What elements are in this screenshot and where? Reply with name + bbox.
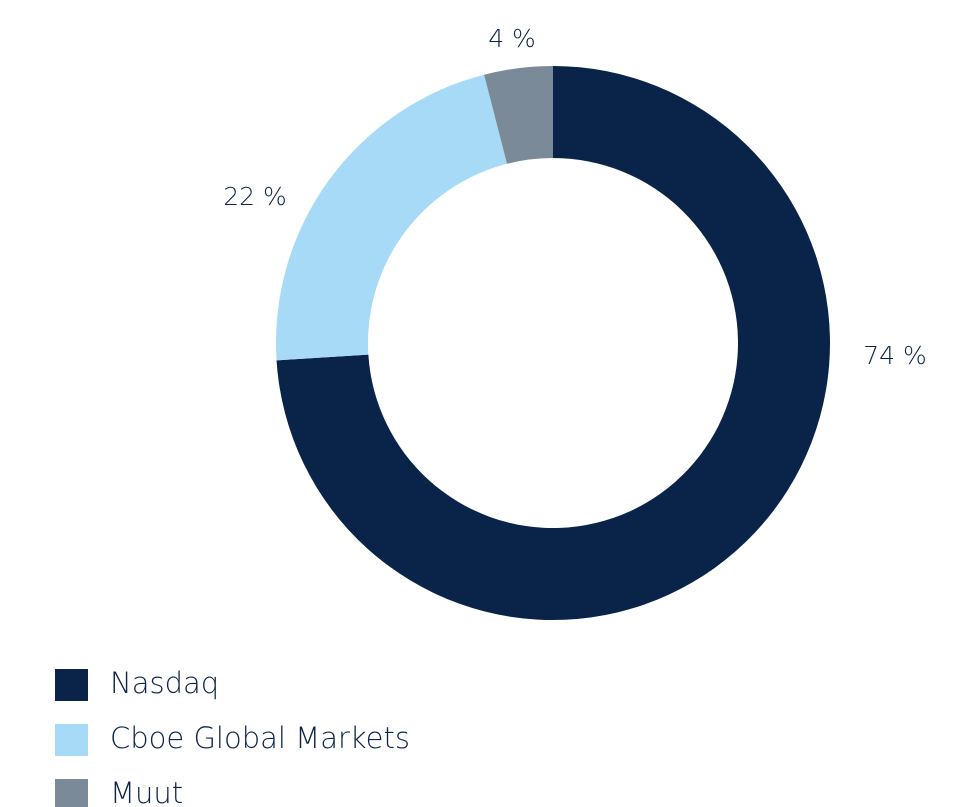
donut-slice: [276, 74, 507, 361]
data-label: 4 %: [488, 24, 536, 53]
donut-slice: [276, 66, 830, 620]
legend-label: Muut: [110, 776, 183, 807]
data-label: 22 %: [223, 182, 287, 211]
legend-label: Cboe Global Markets: [110, 721, 410, 755]
legend-swatch: [55, 724, 88, 756]
legend-swatch: [55, 669, 88, 701]
legend-label: Nasdaq: [110, 666, 219, 700]
legend-swatch: [55, 779, 88, 807]
donut-slice: [484, 66, 553, 164]
data-label: 74 %: [863, 341, 927, 370]
